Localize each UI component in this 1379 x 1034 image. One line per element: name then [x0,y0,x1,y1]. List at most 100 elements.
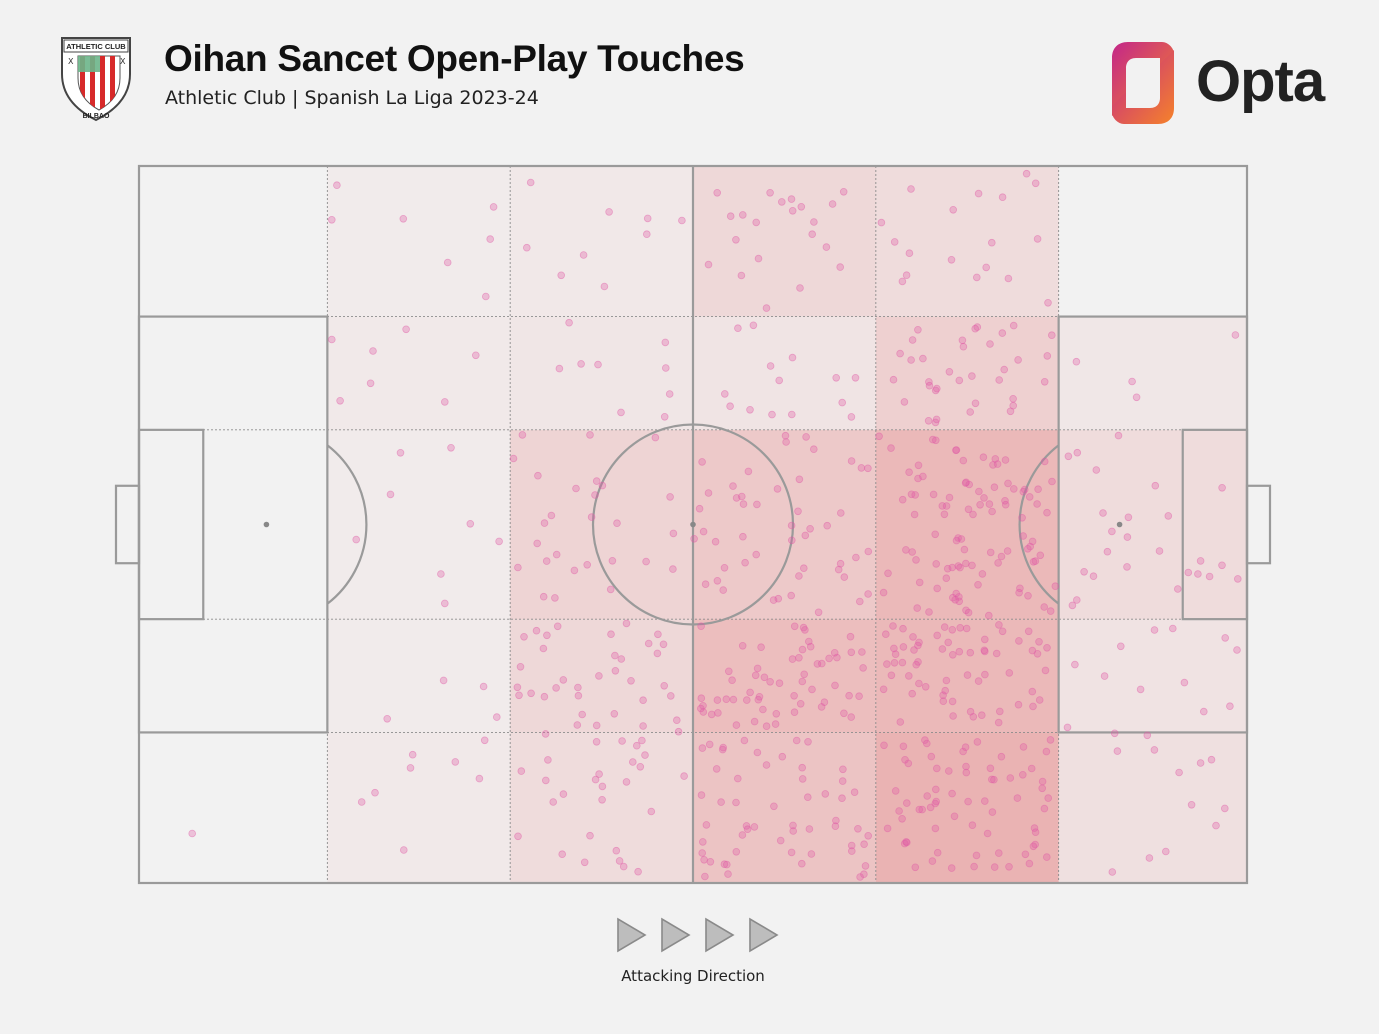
touch-point [995,707,1004,716]
touch-point [941,686,949,695]
touch-point [914,641,922,650]
touch-point [898,495,907,504]
touch-point [1092,466,1101,474]
touch-point [1009,401,1017,410]
touch-point [706,857,715,866]
touch-point [795,653,803,662]
touch-point [840,709,848,718]
touch-point [534,471,542,480]
touch-point [1123,563,1131,571]
touch-point [986,548,995,557]
touch-point [559,790,568,798]
touch-point [1003,547,1012,555]
touch-point [680,772,688,780]
touch-point [904,759,913,768]
touch-point [760,673,769,682]
touch-point [744,467,753,476]
touch-point [762,304,771,312]
heatmap-zone [693,732,876,883]
touch-point [987,775,996,784]
touch-point [580,858,589,867]
touch-point [998,329,1007,337]
touch-point [1162,847,1170,856]
touch-point [639,696,647,704]
touch-point [578,710,586,719]
touch-point [847,713,855,721]
touch-point [699,527,708,536]
touch-point [600,282,609,291]
touch-point [928,435,937,444]
touch-point [1027,764,1036,773]
touch-point [705,740,714,749]
touch-point [451,758,460,766]
touch-point [939,691,947,699]
touch-point [802,433,810,441]
touch-point [966,707,975,716]
touch-point [666,692,675,700]
crest-bottom-text: BILBAO [83,113,110,120]
heatmap-zone [875,316,1059,430]
touch-point [962,606,970,615]
touch-point [979,453,988,462]
touch-point [943,564,952,573]
touch-point [660,412,669,421]
heatmap-zone [510,619,693,733]
penalty-spot-left [263,521,270,528]
heatmap-zone [875,166,1059,317]
touch-point [799,623,808,632]
touch-point [963,671,972,679]
touch-point [1013,794,1022,802]
heatmap-zone [1058,732,1247,883]
touch-point [542,557,551,565]
touch-point [985,500,994,508]
touch-point [792,736,801,745]
heatmap-zone [1058,429,1247,620]
touch-point [899,643,908,651]
touch-point [980,635,989,644]
touch-point [369,347,377,355]
touch-point [753,748,762,757]
touch-point [719,743,727,752]
touch-point [813,660,822,668]
touch-point [713,696,722,704]
touch-point [959,456,968,465]
touch-point [1009,321,1018,330]
touch-point [890,238,899,246]
penalty-arc-right [1018,444,1060,605]
touch-point [495,537,503,546]
touch-point [647,807,656,816]
touch-point [517,767,526,775]
touch-point [988,808,997,816]
touch-point [1043,508,1051,517]
touch-point [1001,500,1010,509]
touch-point [895,807,903,815]
touch-point [660,681,668,690]
touch-point [1123,533,1132,541]
touch-point [828,200,837,208]
touch-point [592,477,601,485]
touch-point [822,243,831,251]
touch-point [1155,547,1164,555]
touch-point [884,569,892,578]
touch-point [622,778,631,786]
touch-point [617,655,626,663]
touch-point [900,839,909,848]
touch-point [1103,547,1112,556]
touch-point [808,685,816,694]
centre-circle [591,423,795,626]
touch-point [778,752,787,761]
touch-point [789,821,797,830]
touch-point [698,458,706,466]
penalty-spot-right [1116,521,1123,528]
touch-point [722,695,731,703]
touch-point [577,360,585,368]
touch-point [1108,868,1117,876]
touch-point [661,338,670,347]
heatmap-zone [693,429,876,620]
touch-point [808,230,816,239]
touch-point [383,714,392,723]
touch-point [1040,457,1049,466]
touch-point [958,336,967,345]
touch-point [945,367,954,376]
touch-point [932,764,941,773]
